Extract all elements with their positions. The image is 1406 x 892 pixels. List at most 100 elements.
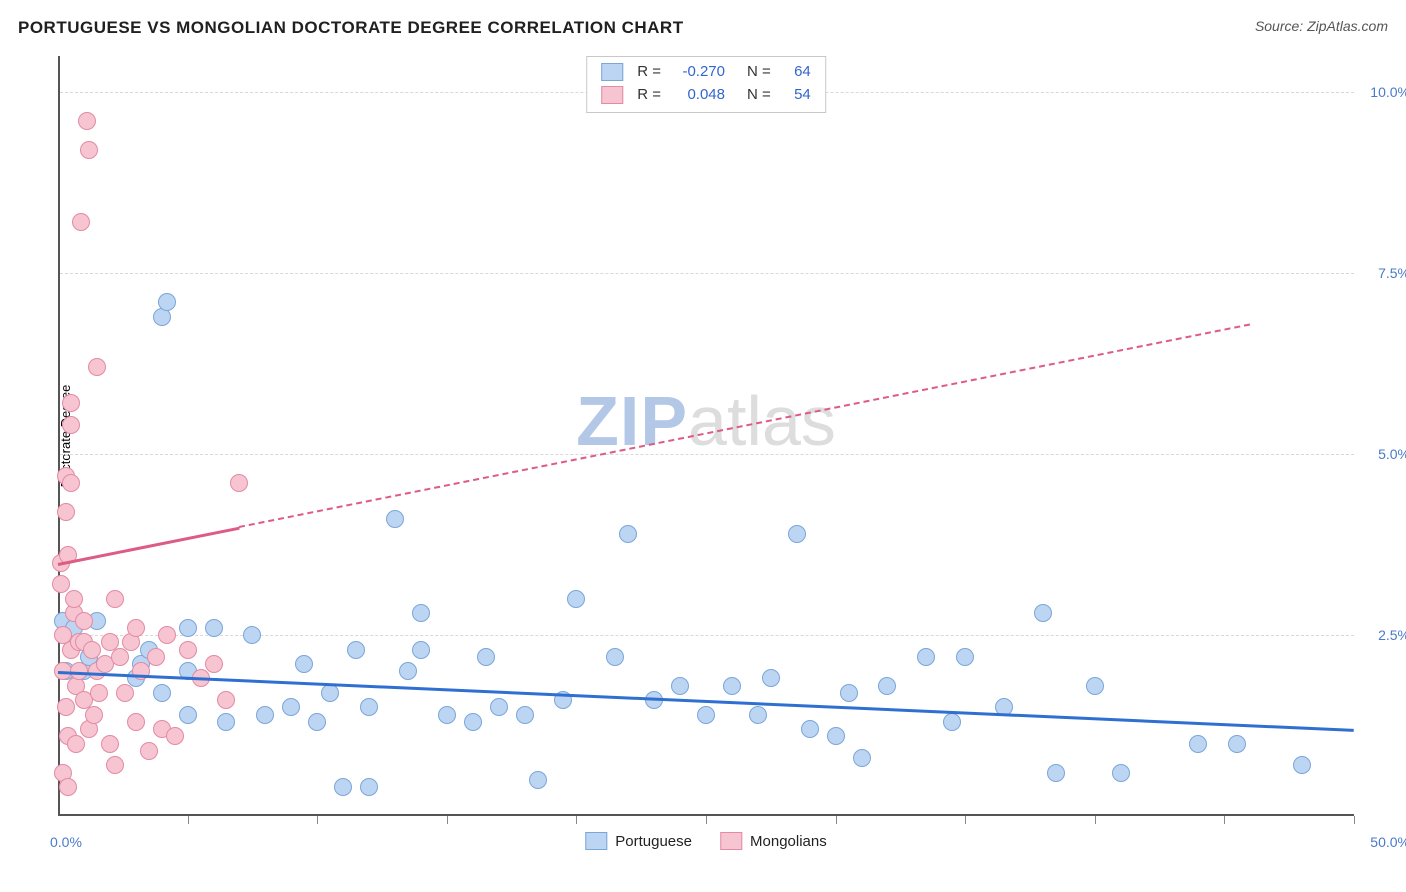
x-tick <box>706 816 707 824</box>
point-portuguese <box>308 713 326 731</box>
point-mongolians <box>62 474 80 492</box>
point-portuguese <box>671 677 689 695</box>
point-portuguese <box>205 619 223 637</box>
point-portuguese <box>853 749 871 767</box>
point-portuguese <box>282 698 300 716</box>
point-mongolians <box>65 590 83 608</box>
x-tick <box>188 816 189 824</box>
stat-n-label: N = <box>747 84 771 107</box>
point-mongolians <box>179 641 197 659</box>
point-portuguese <box>516 706 534 724</box>
point-portuguese <box>243 626 261 644</box>
point-portuguese <box>749 706 767 724</box>
x-origin-label: 0.0% <box>50 834 82 850</box>
point-portuguese <box>1034 604 1052 622</box>
point-mongolians <box>62 416 80 434</box>
point-portuguese <box>788 525 806 543</box>
point-portuguese <box>1086 677 1104 695</box>
x-tick <box>965 816 966 824</box>
point-portuguese <box>1228 735 1246 753</box>
point-portuguese <box>360 778 378 796</box>
point-mongolians <box>80 141 98 159</box>
header: PORTUGUESE VS MONGOLIAN DOCTORATE DEGREE… <box>18 18 1388 38</box>
x-tick <box>576 816 577 824</box>
point-portuguese <box>158 293 176 311</box>
series-legend: Portuguese Mongolians <box>585 832 826 850</box>
gridline <box>60 454 1354 455</box>
point-mongolians <box>158 626 176 644</box>
point-portuguese <box>438 706 456 724</box>
point-portuguese <box>619 525 637 543</box>
x-tick <box>317 816 318 824</box>
point-mongolians <box>72 213 90 231</box>
point-portuguese <box>217 713 235 731</box>
point-portuguese <box>153 684 171 702</box>
point-portuguese <box>762 669 780 687</box>
stats-legend-row: R =-0.270N =64 <box>601 61 811 84</box>
point-mongolians <box>83 641 101 659</box>
stat-r-label: R = <box>637 84 661 107</box>
x-end-label: 50.0% <box>1370 834 1406 850</box>
point-mongolians <box>67 735 85 753</box>
point-mongolians <box>88 358 106 376</box>
stat-n-label: N = <box>747 61 771 84</box>
watermark: ZIPatlas <box>576 381 836 461</box>
point-portuguese <box>801 720 819 738</box>
point-portuguese <box>529 771 547 789</box>
stats-legend: R = -0.270 N = 64R = 0.048 N = 54 <box>586 56 826 113</box>
y-tick-label: 10.0% <box>1370 84 1406 100</box>
point-portuguese <box>386 510 404 528</box>
point-portuguese <box>490 698 508 716</box>
point-portuguese <box>321 684 339 702</box>
point-mongolians <box>106 756 124 774</box>
point-mongolians <box>57 698 75 716</box>
point-mongolians <box>217 691 235 709</box>
legend-swatch <box>601 86 623 104</box>
plot-area: ZIPatlas 2.5%5.0%7.5%10.0% <box>58 56 1354 816</box>
x-tick <box>447 816 448 824</box>
chart-title: PORTUGUESE VS MONGOLIAN DOCTORATE DEGREE… <box>18 18 684 38</box>
point-mongolians <box>78 112 96 130</box>
point-portuguese <box>606 648 624 666</box>
stat-r-value: 0.048 <box>671 84 725 107</box>
point-portuguese <box>412 604 430 622</box>
stat-n-value: 54 <box>781 84 811 107</box>
point-portuguese <box>723 677 741 695</box>
x-tick <box>1224 816 1225 824</box>
point-mongolians <box>205 655 223 673</box>
point-portuguese <box>464 713 482 731</box>
point-portuguese <box>956 648 974 666</box>
point-mongolians <box>116 684 134 702</box>
trendline-extrapolated <box>239 324 1250 528</box>
y-tick-label: 2.5% <box>1378 627 1406 643</box>
legend-swatch <box>585 832 607 850</box>
series-legend-item: Portuguese <box>585 832 692 850</box>
point-mongolians <box>127 619 145 637</box>
point-mongolians <box>101 735 119 753</box>
point-portuguese <box>360 698 378 716</box>
point-portuguese <box>334 778 352 796</box>
point-portuguese <box>179 706 197 724</box>
point-mongolians <box>140 742 158 760</box>
point-mongolians <box>90 684 108 702</box>
stats-legend-row: R = 0.048 N = 54 <box>601 84 811 107</box>
point-portuguese <box>1189 735 1207 753</box>
point-portuguese <box>412 641 430 659</box>
point-portuguese <box>943 713 961 731</box>
point-portuguese <box>840 684 858 702</box>
point-portuguese <box>917 648 935 666</box>
point-portuguese <box>1293 756 1311 774</box>
point-portuguese <box>347 641 365 659</box>
x-tick <box>1354 816 1355 824</box>
point-portuguese <box>295 655 313 673</box>
series-legend-label: Mongolians <box>750 833 827 850</box>
legend-swatch <box>720 832 742 850</box>
point-mongolians <box>59 778 77 796</box>
stat-r-value: -0.270 <box>671 61 725 84</box>
point-mongolians <box>230 474 248 492</box>
point-portuguese <box>1112 764 1130 782</box>
x-tick <box>1095 816 1096 824</box>
stat-n-value: 64 <box>781 61 811 84</box>
point-portuguese <box>567 590 585 608</box>
point-portuguese <box>256 706 274 724</box>
